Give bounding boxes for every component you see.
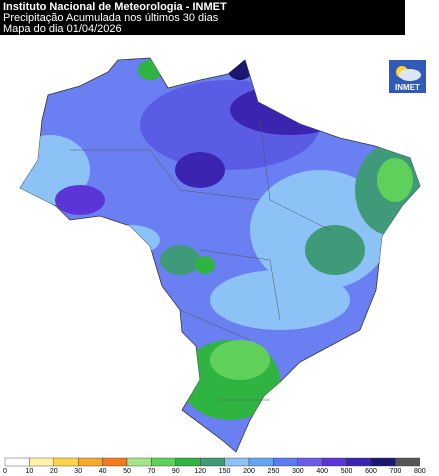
legend-label: 600 [365,468,377,475]
legend-swatch [151,457,176,467]
legend-swatch [175,457,201,467]
legend-swatch [395,457,420,467]
legend-label: 70 [148,468,156,475]
logo-cloud [399,69,421,81]
legend-label: 40 [99,468,107,475]
legend-label: 400 [316,468,328,475]
legend-label: 120 [194,468,206,475]
legend-swatch [77,457,103,467]
legend-swatch [297,457,323,467]
legend-label: 500 [341,468,353,475]
legend-label: 150 [219,468,231,475]
legend-label: 90 [172,468,180,475]
legend-swatch [102,457,128,467]
legend-swatch [53,457,79,467]
legend-swatch [126,457,152,467]
logo: INMET [389,60,426,93]
legend-swatch [370,457,396,467]
legend-label: 20 [50,468,58,475]
map [19,57,421,453]
legend-label: 700 [390,468,402,475]
legend-swatch [273,457,298,467]
legend-swatch [4,457,30,467]
legend-label: 10 [26,468,34,475]
legend-label: 50 [123,468,131,475]
header-title: Instituto Nacional de Meteorologia - INM… [3,1,227,13]
legend-label: 250 [268,468,280,475]
legend-swatch [224,457,250,467]
legend-label: 0 [3,468,7,475]
legend-swatch [346,457,372,467]
logo-label: INMET [395,83,420,92]
legend-swatch [322,457,347,467]
legend-label: 30 [74,468,82,475]
header-box [0,0,405,35]
legend-swatch [29,457,54,467]
legend-label: 800 [414,468,426,475]
state-borders [70,119,331,401]
legend-swatch [199,457,225,467]
header-subtitle: Precipitação Acumulada nos últimos 30 di… [3,12,219,24]
legend-label: 200 [243,468,255,475]
legend-swatch [248,457,274,467]
header-date: Mapa do dia 01/04/2026 [3,23,122,35]
color-legend: 0 10 20 30 40 50 70 90 120 150 200 250 300 400 500 600 7… [3,457,426,475]
legend-label: 300 [292,468,304,475]
